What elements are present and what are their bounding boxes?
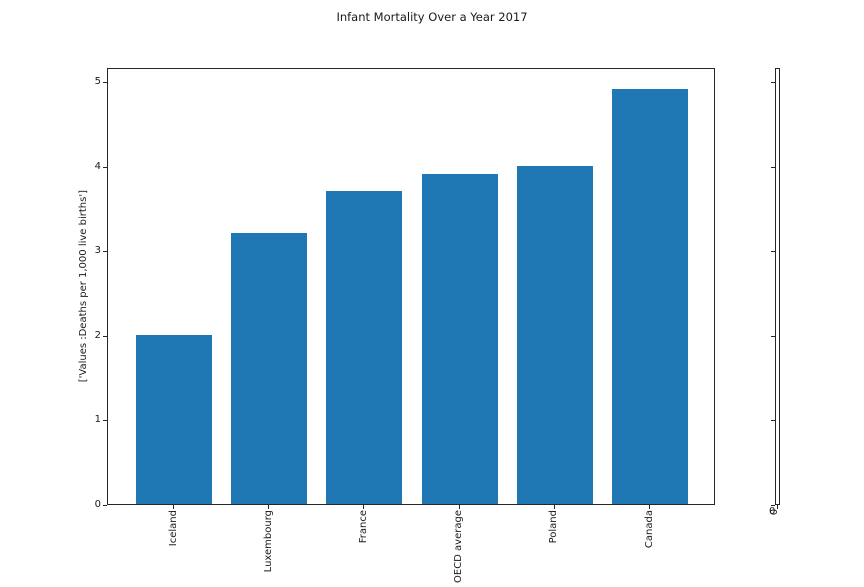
x-tick-label-iceland: Iceland — [167, 510, 180, 550]
x-tick-mark-france — [363, 505, 364, 509]
bar-poland — [517, 166, 593, 504]
chart-title: Infant Mortality Over a Year 2017 — [336, 10, 528, 24]
bar-iceland — [136, 335, 212, 504]
x-tick-label-text: OECD average — [453, 510, 464, 583]
y-tick-label-5: 5 — [94, 76, 101, 87]
secondary-y-tick-mark-1 — [771, 420, 775, 421]
secondary-y-tick-mark-2 — [771, 336, 775, 337]
x-tick-mark-luxembourg — [268, 505, 269, 509]
bar-canada — [612, 89, 688, 504]
secondary-axis-zero-x: 0 — [767, 508, 779, 516]
y-tick-mark-5 — [103, 82, 107, 83]
secondary-y-tick-mark-5 — [771, 82, 775, 83]
x-tick-label-text: Luxembourg — [263, 510, 274, 573]
y-tick-label-0: 0 — [94, 499, 101, 510]
x-tick-mark-canada — [649, 505, 650, 509]
secondary-axis-zero-y: 0 — [769, 506, 776, 517]
y-tick-label-1: 1 — [94, 414, 101, 425]
x-tick-label-text: Iceland — [168, 510, 179, 547]
x-tick-label-text: France — [358, 510, 369, 544]
x-tick-label-canada: Canada — [643, 510, 656, 552]
x-tick-label-text: Poland — [548, 510, 559, 544]
y-tick-label-3: 3 — [94, 245, 101, 256]
y-tick-mark-0 — [103, 505, 107, 506]
y-axis-label-box: ['Values :Deaths per 1,000 live births'] — [70, 68, 96, 505]
bar-oecd-average — [422, 174, 498, 504]
bar-luxembourg — [231, 233, 307, 504]
x-tick-mark-oecd-average — [459, 505, 460, 509]
secondary-y-tick-mark-4 — [771, 167, 775, 168]
x-tick-label-luxembourg: Luxembourg — [262, 510, 275, 576]
y-tick-mark-3 — [103, 251, 107, 252]
x-tick-label-oecd-average: OECD average — [452, 510, 465, 587]
secondary-axis-zero-label: 0 0 — [767, 505, 780, 518]
main-axes — [107, 68, 715, 505]
secondary-x-tick-mark — [777, 505, 778, 509]
y-tick-mark-2 — [103, 336, 107, 337]
bar-france — [326, 191, 402, 504]
y-axis-label: ['Values :Deaths per 1,000 live births'] — [77, 190, 89, 383]
x-tick-label-france: France — [357, 510, 370, 547]
x-tick-label-poland: Poland — [547, 510, 560, 547]
y-tick-mark-1 — [103, 420, 107, 421]
y-tick-label-2: 2 — [94, 330, 101, 341]
y-tick-label-4: 4 — [94, 161, 101, 172]
secondary-y-tick-mark-3 — [771, 251, 775, 252]
x-tick-mark-poland — [554, 505, 555, 509]
secondary-y-tick-mark-0 — [771, 505, 775, 506]
x-tick-label-text: Canada — [644, 510, 655, 549]
x-tick-mark-iceland — [173, 505, 174, 509]
y-tick-mark-4 — [103, 167, 107, 168]
secondary-axes — [775, 68, 780, 505]
